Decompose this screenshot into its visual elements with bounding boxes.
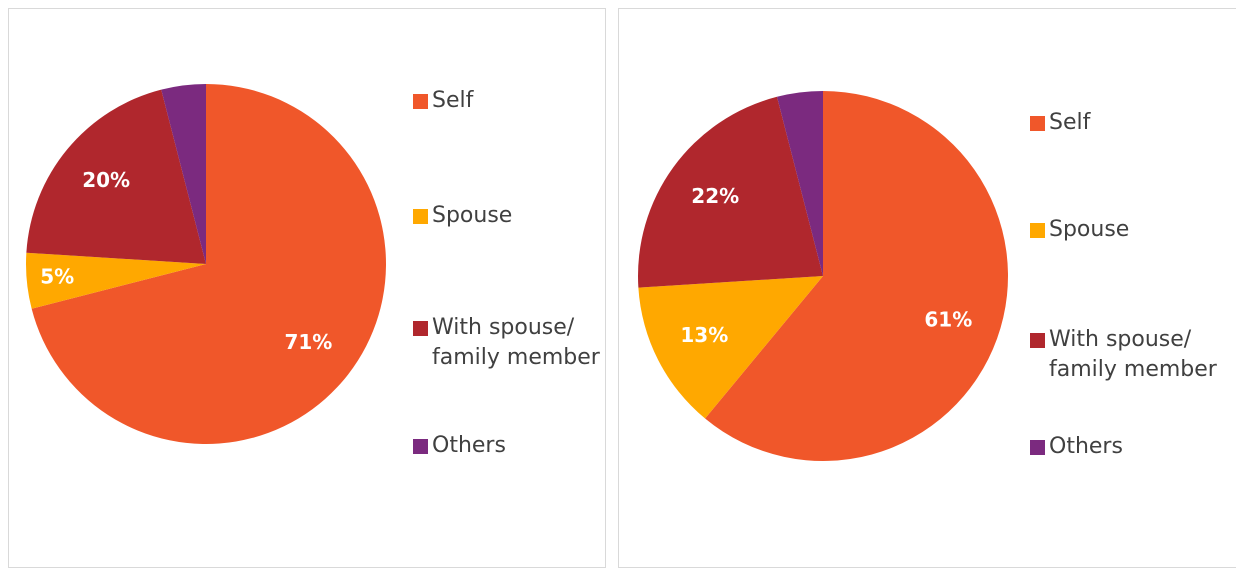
legend-swatch (1030, 440, 1045, 455)
legend-swatch (1030, 223, 1045, 238)
legend-swatch (1030, 116, 1045, 131)
legend-label: Spouse (432, 203, 513, 228)
legend-swatch (413, 321, 428, 336)
legend-item: Spouse (1030, 215, 1220, 245)
legend-item: Self (413, 86, 603, 116)
data-label: 13% (680, 323, 728, 347)
pie-slice (705, 91, 1008, 461)
legend-label: Self (1049, 110, 1091, 135)
legend-label: Others (1049, 434, 1123, 459)
pie-slice (638, 276, 823, 419)
pie-slice (26, 89, 206, 264)
legend-item: Spouse (413, 201, 603, 231)
pie-slice (31, 84, 386, 444)
legend-label: Self (432, 88, 474, 113)
page: 71%5%20%61%13%22% (() => { const data = … (8, 8, 1236, 568)
legend-swatch (1030, 333, 1045, 348)
legend-label: With spouse/ family member (1049, 327, 1217, 382)
legend-item: With spouse/ family member (413, 313, 603, 373)
data-label: 61% (924, 308, 972, 332)
legend-label: With spouse/ family member (432, 315, 600, 370)
data-label: 5% (40, 265, 74, 289)
pie-slice (638, 96, 823, 288)
pie-slice (776, 91, 823, 276)
data-label: 20% (82, 168, 130, 192)
legend-label: Spouse (1049, 217, 1130, 242)
data-label: 22% (691, 184, 739, 208)
pie-slice (25, 252, 206, 309)
legend-swatch (413, 94, 428, 109)
legend-label: Others (432, 433, 506, 458)
legend-swatch (413, 439, 428, 454)
data-label: 71% (284, 330, 332, 354)
legend-item: Others (1030, 432, 1220, 462)
legend-item: Self (1030, 108, 1220, 138)
legend-swatch (413, 209, 428, 224)
charts: 71% 5% 20% 61% 13% 22% (25, 84, 1008, 461)
legend-item: Others (413, 431, 603, 461)
pie-slice (161, 84, 206, 264)
legend-item: With spouse/ family member (1030, 325, 1220, 385)
